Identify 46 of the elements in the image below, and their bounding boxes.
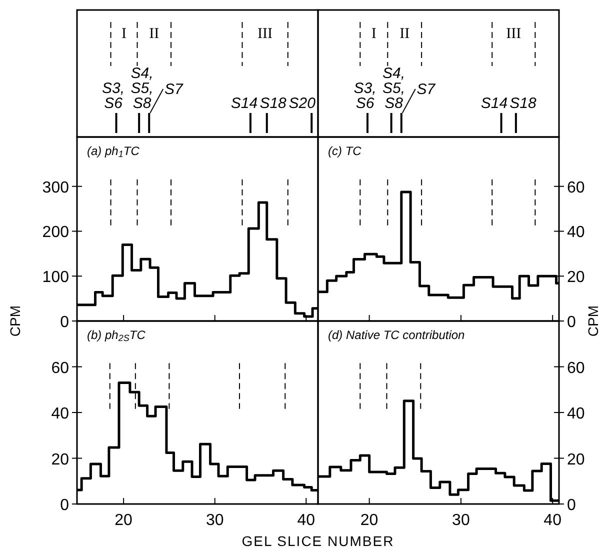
y2-axis-title: CPM bbox=[585, 305, 601, 337]
y-tick-label: 20 bbox=[51, 451, 70, 468]
text: I bbox=[371, 26, 376, 42]
y2-tick-label: 0 bbox=[567, 497, 576, 514]
x-axis-title: GEL SLICE NUMBER bbox=[242, 533, 394, 549]
y-tick-label: 100 bbox=[42, 269, 70, 286]
y2-tick-label: 20 bbox=[567, 269, 585, 286]
y-tick-label: 40 bbox=[51, 406, 70, 422]
text: (a) ph$_{1}$TC bbox=[87, 144, 140, 160]
ref-line-label: S18 bbox=[510, 95, 537, 112]
y-tick-label: 200 bbox=[42, 224, 70, 242]
y-tick-label: 300 bbox=[42, 179, 70, 196]
text: (c) TC bbox=[328, 144, 362, 158]
text: II bbox=[400, 26, 410, 42]
ref-line-label: S14 bbox=[230, 95, 258, 112]
text: III bbox=[506, 26, 522, 42]
ref-line-label: S18 bbox=[260, 95, 288, 112]
ref-line-label: S4, S5, S8 bbox=[382, 65, 406, 112]
y-tick-label: 60 bbox=[51, 360, 70, 377]
text: I bbox=[122, 26, 127, 42]
ref-line-label: S4, S5, S8 bbox=[130, 65, 154, 112]
y2-tick-label: 20 bbox=[567, 451, 585, 468]
x-tick-label: 40 bbox=[544, 512, 562, 529]
ref-line-label: S3, S6 bbox=[102, 80, 125, 112]
x-tick-label: 30 bbox=[206, 512, 224, 529]
x-tick-label: 30 bbox=[452, 512, 470, 529]
x-tick-label: 40 bbox=[297, 512, 316, 529]
x-tick-label: 20 bbox=[360, 512, 378, 529]
y2-tick-label: 0 bbox=[567, 314, 576, 331]
y2-tick-label: 40 bbox=[567, 224, 585, 242]
y2-tick-label: 60 bbox=[567, 360, 585, 377]
x-tick-label: 20 bbox=[114, 512, 133, 529]
ref-line-label: S7 bbox=[164, 81, 184, 98]
ref-line-label: S14 bbox=[480, 95, 508, 112]
y2-tick-label: 40 bbox=[567, 406, 585, 422]
text: II bbox=[149, 26, 160, 42]
ref-line-label: S7 bbox=[416, 81, 436, 98]
ref-line-label: S20 bbox=[288, 95, 316, 112]
text: (b) ph$_{2S}$TC bbox=[87, 328, 146, 344]
ref-line-label: S3, S6 bbox=[354, 80, 376, 112]
y2-tick-label: 60 bbox=[567, 179, 585, 196]
text: III bbox=[258, 26, 273, 42]
y-tick-label: 0 bbox=[60, 497, 70, 514]
text: (d) Native TC contribution bbox=[328, 328, 466, 342]
y-axis-title: CPM bbox=[7, 305, 23, 337]
y-tick-label: 0 bbox=[60, 314, 70, 331]
